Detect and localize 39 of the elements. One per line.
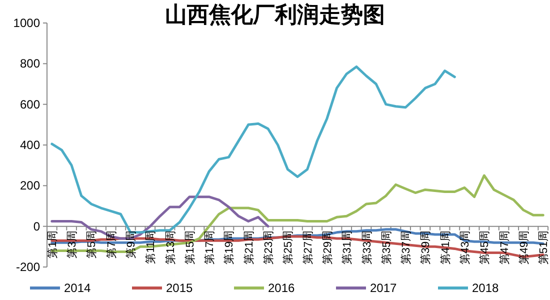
x-tick-label: 第45周 [479,230,492,265]
x-tick-label: 第11周 [145,230,158,264]
y-tick-label: 200 [20,178,40,193]
y-tick-label: -200 [16,260,40,274]
x-tick-label: 第27周 [302,230,314,265]
y-tick-label: 800 [20,56,40,71]
y-tick-label: 1000 [13,16,40,30]
x-tick-label: 第19周 [224,230,236,265]
y-tick-label: 0 [33,219,40,234]
x-tick-label: 第1周 [46,230,59,258]
x-tick-label: 第25周 [282,230,295,265]
x-tick-label: 第33周 [361,230,374,265]
legend-label: 2018 [472,281,500,295]
x-tick-label: 第39周 [420,230,432,265]
legend-label: 2016 [268,281,296,295]
x-tick-label: 第17周 [204,230,216,265]
x-tick-label: 第47周 [498,230,511,265]
x-tick-label: 第9周 [126,230,138,258]
legend-label: 2015 [166,281,194,295]
x-tick-label: 第43周 [460,230,472,265]
x-tick-label: 第23周 [263,230,276,265]
x-tick-label: 第29周 [322,230,334,265]
x-tick-label: 第49周 [518,230,530,265]
x-tick-label: 第3周 [66,230,79,258]
legend-label: 2014 [64,281,92,295]
x-tick-label: 第35周 [380,230,393,265]
y-tick-label: 400 [20,138,40,152]
x-tick-label: 第13周 [164,230,177,265]
x-tick-label: 第7周 [106,230,118,258]
x-tick-label: 第37周 [400,230,413,265]
x-tick-label: 第21周 [243,230,256,265]
chart-title: 山西焦化厂利润走势图 [165,2,385,27]
x-tick-label: 第31周 [342,230,354,265]
x-tick-label: 第15周 [184,230,196,265]
x-tick-label: 第5周 [86,230,98,258]
x-tick-label: 第51周 [538,230,550,265]
x-tick-label: 第41周 [440,230,452,265]
y-tick-label: 600 [20,97,40,112]
legend-label: 2017 [370,281,398,295]
